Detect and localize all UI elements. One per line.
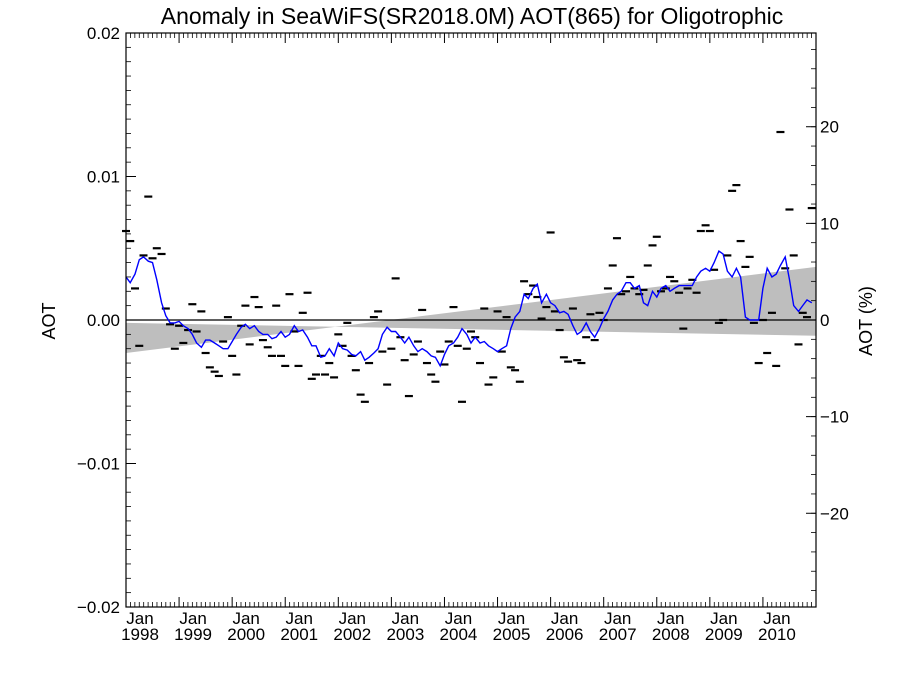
x-tick-label-year: 2009 <box>705 625 743 644</box>
y-right-tick-label: 20 <box>820 118 839 137</box>
x-tick-label-month: Jan <box>232 609 259 628</box>
x-tick-label-year: 2000 <box>227 625 265 644</box>
x-tick-label-month: Jan <box>392 609 419 628</box>
smoothed-series-layer <box>125 250 813 368</box>
y-right-tick-label: 10 <box>820 214 839 233</box>
x-tick-label-month: Jan <box>551 609 578 628</box>
y-left-tick-label: 0.00 <box>87 311 120 330</box>
x-tick-label-year: 2007 <box>599 625 637 644</box>
axes-layer: −0.02−0.010.000.010.02−20−1001020Jan1998… <box>77 24 849 644</box>
x-tick-label-month: Jan <box>763 609 790 628</box>
uncertainty-band <box>126 266 816 354</box>
y-left-tick-label: −0.01 <box>77 455 120 474</box>
x-tick-label-year: 2006 <box>546 625 584 644</box>
x-tick-label-month: Jan <box>445 609 472 628</box>
x-tick-label-month: Jan <box>286 609 313 628</box>
x-tick-label-year: 2002 <box>333 625 371 644</box>
x-tick-label-month: Jan <box>657 609 684 628</box>
y-right-tick-label: −10 <box>820 408 849 427</box>
chart-title: Anomaly in SeaWiFS(SR2018.0M) AOT(865) f… <box>161 3 784 29</box>
y-axis-label-left: AOT <box>39 302 59 339</box>
y-left-tick-label: 0.01 <box>87 168 120 187</box>
y-right-tick-label: 0 <box>820 311 829 330</box>
smoothed-series-line <box>125 250 813 368</box>
x-tick-label-month: Jan <box>126 609 153 628</box>
y-right-tick-label: −20 <box>820 504 849 523</box>
x-tick-label-year: 1999 <box>174 625 212 644</box>
x-tick-label-year: 1998 <box>121 625 159 644</box>
uncertainty-band-layer <box>126 266 816 354</box>
x-tick-label-year: 2010 <box>758 625 796 644</box>
x-tick-label-year: 2001 <box>280 625 318 644</box>
x-tick-label-month: Jan <box>498 609 525 628</box>
x-tick-label-month: Jan <box>179 609 206 628</box>
y-left-tick-label: −0.02 <box>77 598 120 617</box>
y-axis-label-right: AOT (%) <box>856 286 876 356</box>
x-tick-label-year: 2003 <box>386 625 424 644</box>
x-tick-label-year: 2008 <box>652 625 690 644</box>
x-tick-label-year: 2005 <box>493 625 531 644</box>
x-tick-label-year: 2004 <box>440 625 478 644</box>
x-tick-label-month: Jan <box>710 609 737 628</box>
x-tick-label-month: Jan <box>339 609 366 628</box>
y-left-tick-label: 0.02 <box>87 24 120 43</box>
monthly-points-layer <box>122 130 816 403</box>
x-tick-label-month: Jan <box>604 609 631 628</box>
